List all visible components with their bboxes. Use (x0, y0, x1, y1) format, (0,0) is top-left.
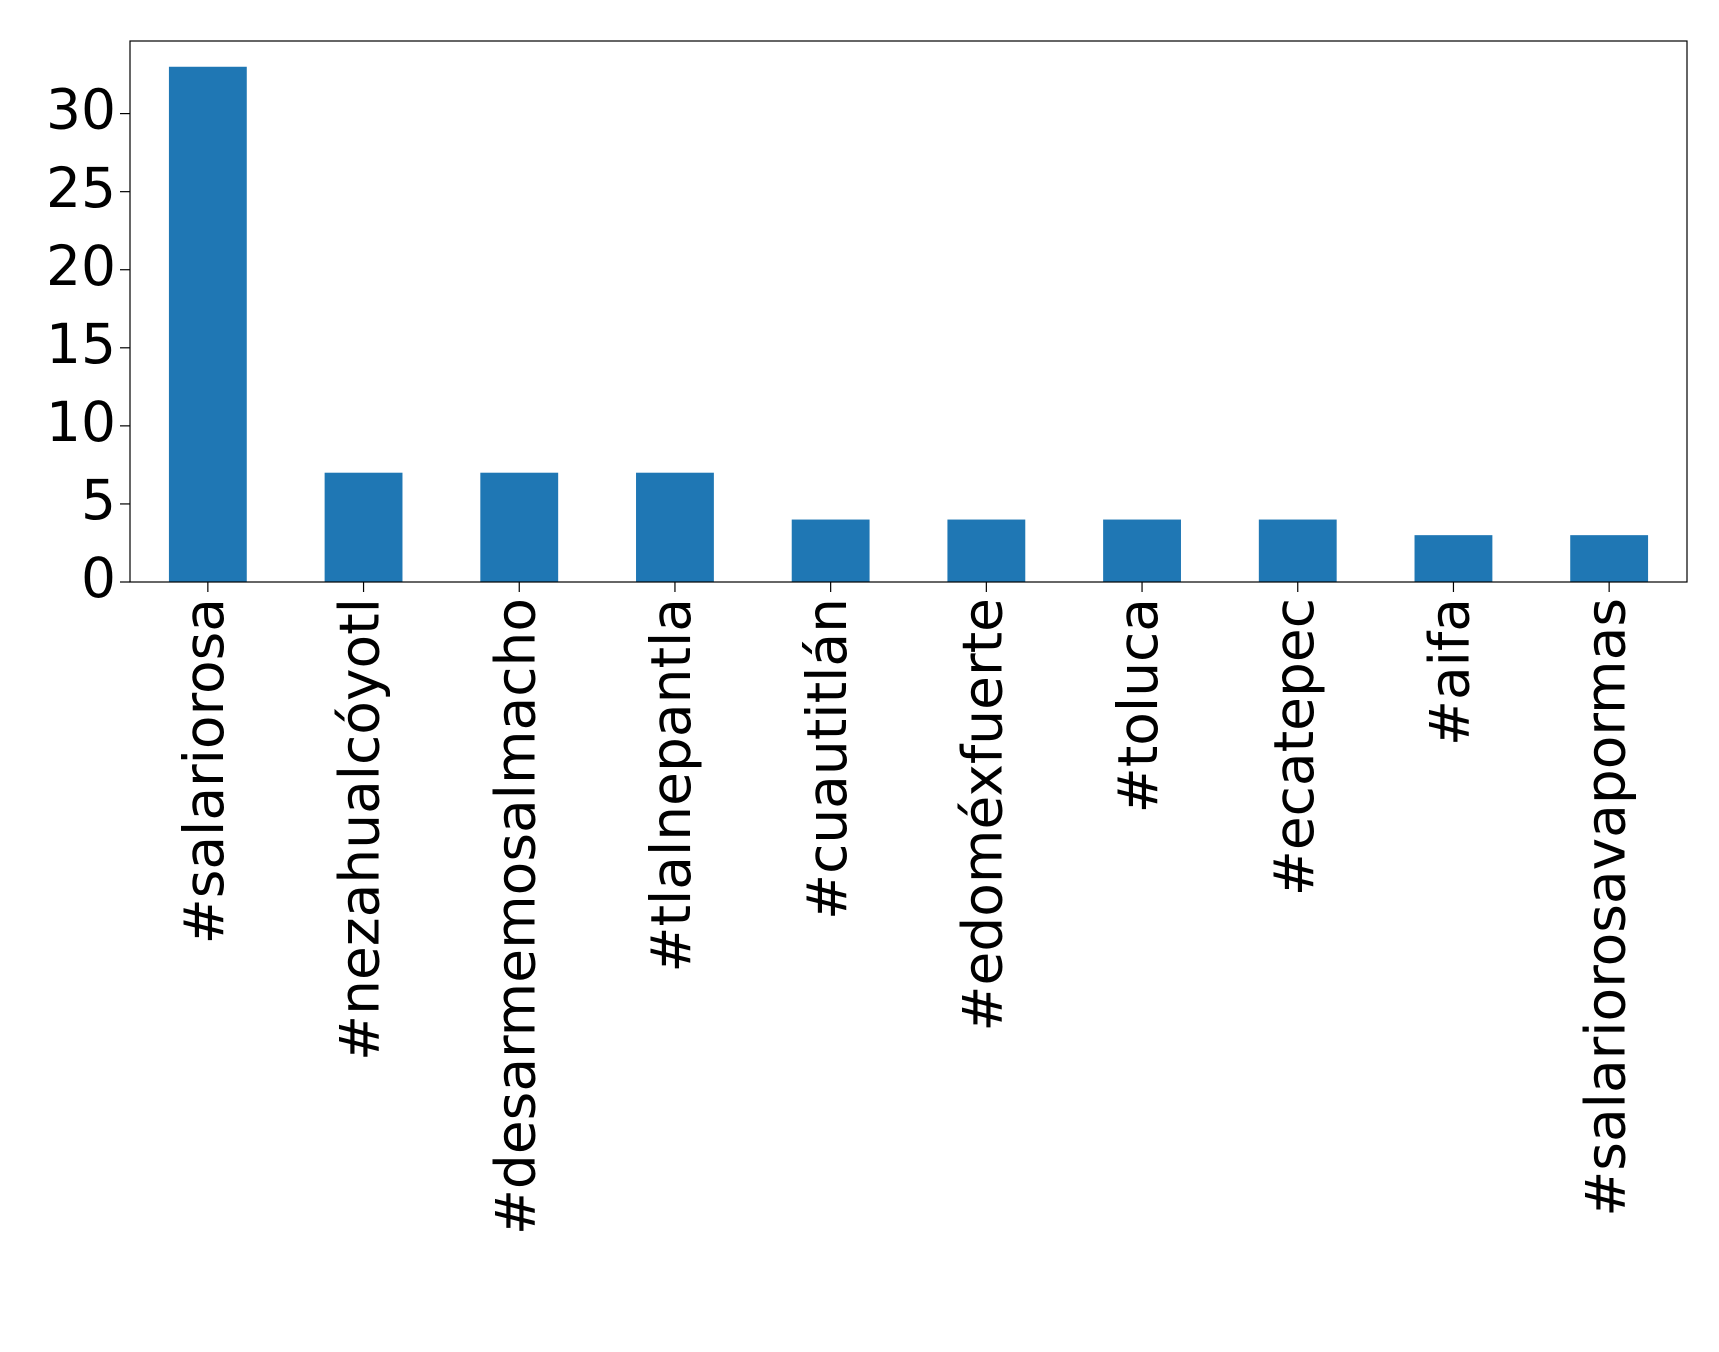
x-tick-label: #tlalnepantla (639, 598, 703, 973)
x-tick-label: #toluca (1106, 598, 1170, 813)
x-tick-label: #desarmemosalmacho (483, 598, 547, 1235)
bar (480, 472, 559, 582)
y-tick-label: 10 (46, 390, 116, 454)
x-tick-label: #ecatepec (1262, 598, 1326, 896)
bar (1414, 535, 1493, 582)
y-tick-label: 5 (81, 468, 116, 532)
y-tick-label: 0 (81, 546, 116, 610)
bar (324, 472, 403, 582)
bar (947, 519, 1026, 582)
x-tick-label: #aifa (1418, 598, 1482, 746)
x-tick-label: #nezahualcóyotl (328, 598, 392, 1061)
y-tick-label: 15 (46, 312, 116, 376)
plot-frame (129, 40, 1688, 583)
y-tick-label: 30 (46, 78, 116, 142)
x-tick-label: #cuautitlán (795, 598, 859, 920)
bar (1258, 519, 1337, 582)
y-tick-label: 20 (46, 234, 116, 298)
bar (168, 66, 247, 582)
bar (791, 519, 870, 582)
x-tick-label: #salariorosavapormas (1573, 598, 1637, 1217)
y-tick-label: 25 (46, 156, 116, 220)
bar (1570, 535, 1649, 582)
x-tick-label: #edoméxfuerte (950, 598, 1014, 1032)
bar (636, 472, 714, 582)
x-tick-label: #salariorosa (172, 598, 236, 944)
bar (1103, 519, 1181, 582)
